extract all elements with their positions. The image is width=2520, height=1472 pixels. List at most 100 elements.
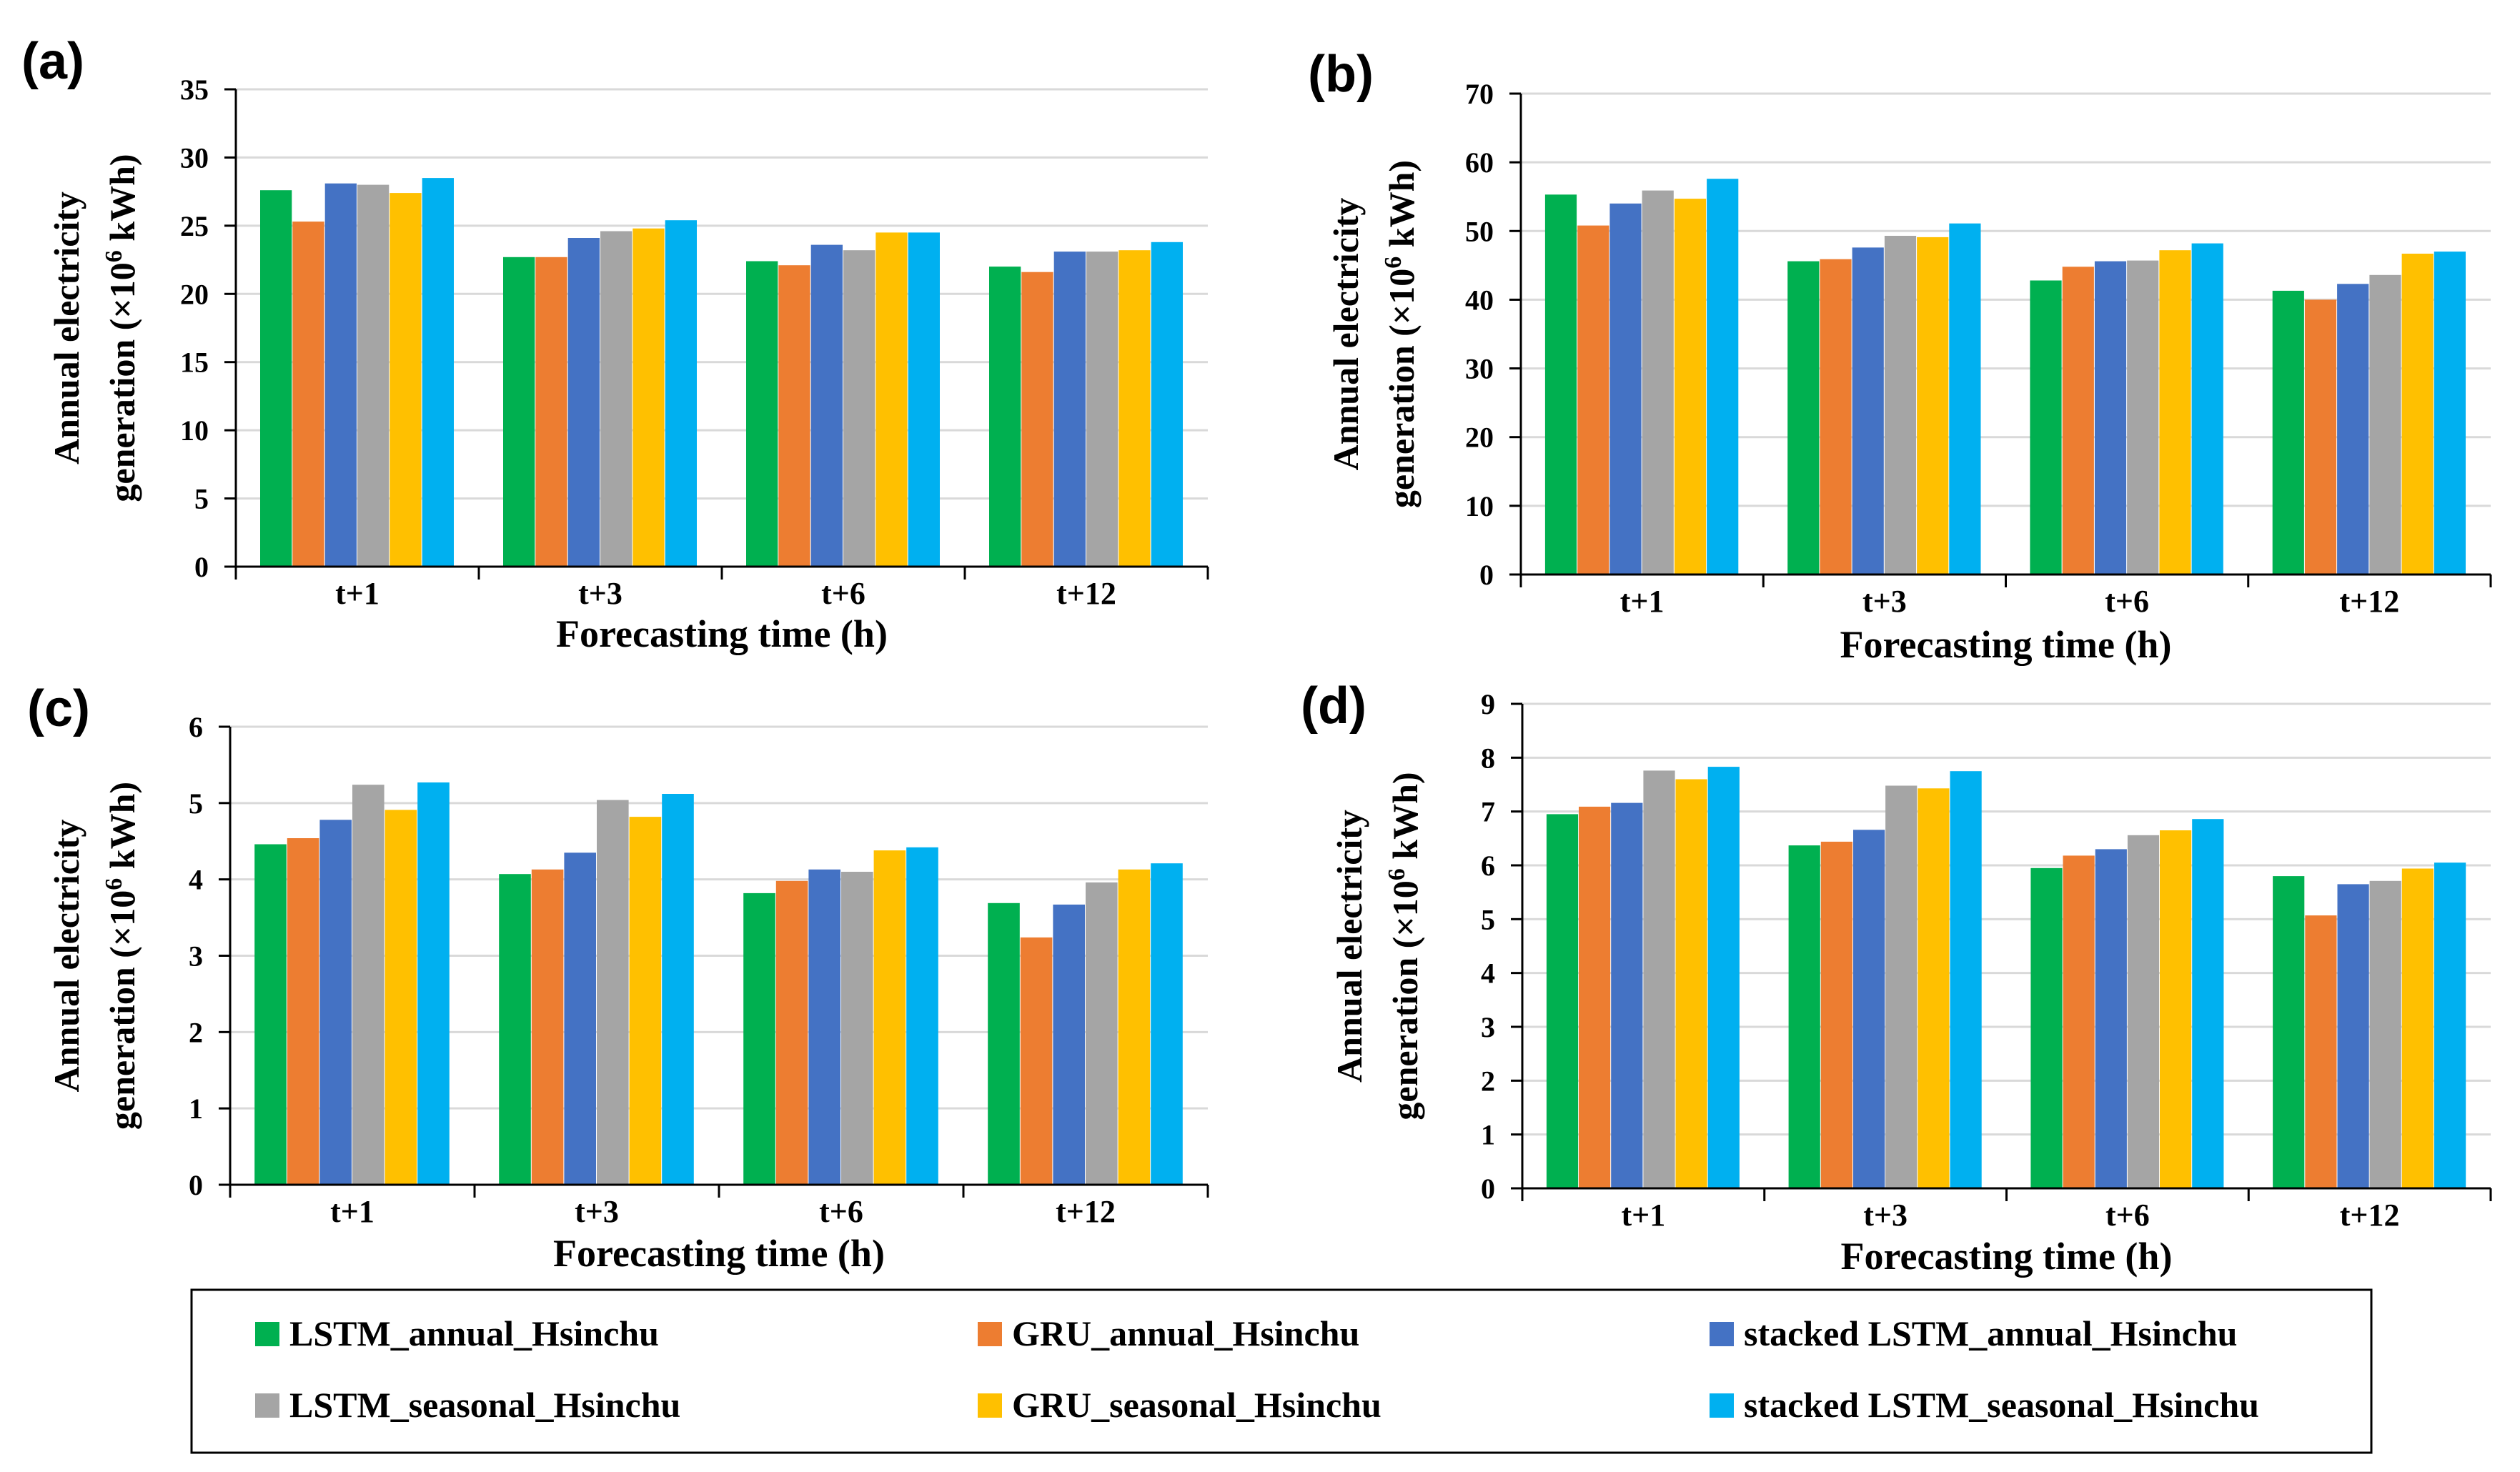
bar	[2401, 868, 2434, 1188]
y-tick-label: 1	[189, 1093, 203, 1125]
bar	[1917, 237, 1949, 575]
bar	[1674, 199, 1707, 575]
bar	[1642, 190, 1674, 575]
bar	[2305, 915, 2337, 1188]
bar	[1611, 802, 1643, 1188]
y-axis-label-main: generation (×10	[1385, 880, 1425, 1120]
chart-panel-d: 0 1 2 3 4 5 6 7 8 9 t+1 t+3 t+6 t+12 Forecasting time …	[1301, 677, 2492, 1278]
legend-swatch	[1710, 1322, 1734, 1346]
legend-label: LSTM_annual_Hsinchu	[289, 1313, 659, 1353]
y-axis-label-line2: generation (×106 kWh)	[1384, 772, 1425, 1120]
bar	[417, 782, 450, 1185]
bar	[2337, 884, 2369, 1188]
y-tick-label: 8	[1481, 742, 1495, 774]
bar	[1949, 223, 1981, 575]
y-axis-label-superscript: 6	[1380, 257, 1407, 269]
panel-label: (c)	[27, 680, 90, 737]
y-axis-label-line1: Annual electricity	[46, 192, 86, 464]
y-tick-label: 3	[1481, 1011, 1495, 1043]
legend-label: stacked LSTM_annual_Hsinchu	[1744, 1313, 2237, 1353]
bar	[1546, 814, 1579, 1188]
x-axis-label: Forecasting time (h)	[1840, 623, 2172, 666]
legend-swatch	[978, 1322, 1002, 1346]
legend-label: GRU_seasonal_Hsinchu	[1012, 1385, 1381, 1425]
y-axis-label-superscript: 6	[1384, 868, 1410, 880]
bar	[324, 183, 357, 567]
y-tick-label: 0	[194, 551, 209, 583]
bar	[2192, 819, 2224, 1188]
panel-label: (a)	[21, 33, 84, 90]
legend-swatch	[255, 1393, 279, 1418]
bar	[1544, 194, 1577, 575]
y-tick-label: 5	[194, 483, 209, 515]
bar	[503, 257, 535, 567]
chart-panel-b: 0 10 20 30 40 50 60 70 t+1 t+3 t+6 t+12 Forecasting …	[1308, 46, 2492, 666]
bar	[1577, 225, 1609, 575]
y-axis-label-superscript: 6	[101, 250, 127, 262]
y-axis-label-superscript: 6	[101, 878, 127, 890]
bar	[2369, 274, 2401, 575]
bar	[2273, 876, 2305, 1188]
y-axis-label-unit: kWh)	[102, 154, 142, 250]
bar	[564, 852, 596, 1185]
bar	[567, 238, 600, 567]
chart-panel-a: 0 5 10 15 20 25 30 35 t+1 t+3 t+6 t+12 Forecasting t…	[21, 33, 1209, 655]
y-tick-label: 25	[180, 210, 209, 242]
y-tick-label: 30	[1465, 353, 1494, 385]
x-axis-label: Forecasting time (h)	[1841, 1235, 2173, 1278]
y-tick-label: 9	[1481, 688, 1495, 720]
bar	[988, 902, 1020, 1185]
y-axis-label-line2: generation (×106 kWh)	[1380, 160, 1422, 508]
bar	[292, 222, 324, 567]
x-tick-label: t+12	[1056, 576, 1116, 611]
bar	[2094, 261, 2127, 575]
x-tick-label: t+3	[1863, 1198, 1908, 1233]
bar	[1086, 252, 1118, 567]
y-tick-label: 4	[189, 864, 203, 896]
y-axis-label-line2: generation (×106 kWh)	[101, 154, 142, 502]
y-tick-label: 35	[180, 74, 209, 106]
y-tick-label: 4	[1481, 958, 1495, 990]
bar	[2304, 299, 2337, 575]
bar	[1609, 203, 1642, 575]
bar	[2127, 835, 2160, 1188]
bar	[600, 231, 633, 567]
bar	[989, 267, 1021, 567]
y-tick-label: 20	[180, 278, 209, 310]
bar	[908, 232, 940, 567]
y-axis-label-line1: Annual electricity	[1329, 810, 1369, 1083]
bar	[2369, 880, 2401, 1188]
bar	[841, 872, 873, 1185]
bar	[597, 800, 629, 1185]
bar	[1820, 841, 1852, 1188]
x-tick-label: t+6	[819, 1194, 863, 1229]
x-tick-label: t+6	[821, 576, 865, 611]
bar	[1021, 272, 1053, 567]
bar	[352, 785, 385, 1185]
bar	[2434, 862, 2466, 1188]
bar	[1885, 785, 1918, 1188]
y-tick-label: 50	[1465, 215, 1494, 247]
y-tick-label: 70	[1465, 78, 1494, 110]
bar	[873, 850, 906, 1185]
legend-swatch	[1710, 1393, 1734, 1418]
bar	[2095, 849, 2127, 1188]
y-tick-label: 3	[189, 940, 203, 973]
bar	[1707, 767, 1740, 1188]
y-tick-label: 20	[1465, 422, 1494, 454]
bar	[775, 880, 808, 1185]
bar	[810, 244, 843, 567]
bar	[665, 220, 697, 567]
bar	[1579, 806, 1611, 1188]
bar	[535, 257, 567, 567]
legend-label: stacked LSTM_seasonal_Hsinchu	[1744, 1385, 2259, 1425]
x-tick-label: t+1	[1620, 584, 1665, 619]
y-tick-label: 0	[189, 1169, 203, 1201]
x-tick-label: t+1	[1622, 1198, 1666, 1233]
x-tick-label: t+12	[2340, 1198, 2400, 1233]
legend-swatch	[978, 1393, 1002, 1418]
bar	[1643, 770, 1675, 1188]
x-tick-label: t+12	[1056, 1194, 1116, 1229]
x-tick-label: t+3	[575, 1194, 619, 1229]
y-tick-label: 2	[189, 1016, 203, 1048]
